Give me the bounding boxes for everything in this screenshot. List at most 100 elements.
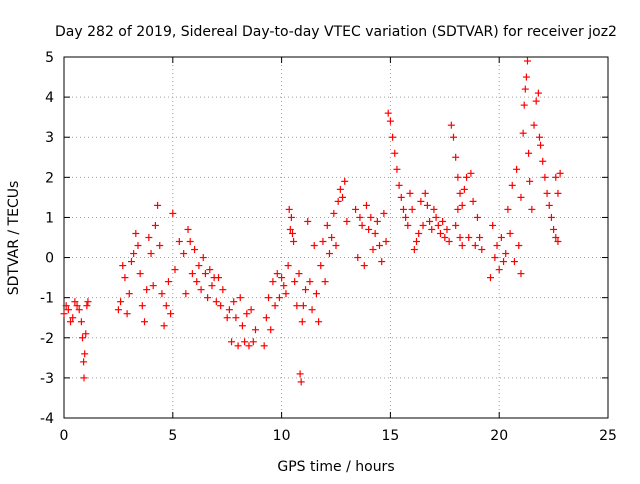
data-point-marker (358, 221, 366, 229)
data-point-marker (508, 181, 516, 189)
data-point-marker (526, 177, 534, 185)
data-point-marker (69, 314, 77, 322)
data-point-marker (356, 213, 364, 221)
data-point-marker (269, 278, 277, 286)
data-point-marker (265, 294, 273, 302)
data-point-marker (458, 242, 466, 250)
data-point-marker (127, 258, 135, 266)
data-point-marker (119, 262, 127, 270)
data-point-marker (399, 205, 407, 213)
data-point-marker (386, 117, 394, 125)
data-point-marker (75, 306, 83, 314)
data-point-marker (463, 173, 471, 181)
data-point-marker (369, 246, 377, 254)
data-point-marker (371, 229, 379, 237)
data-point-marker (506, 229, 514, 237)
data-point-marker (136, 270, 144, 278)
data-point-marker (312, 290, 320, 298)
data-point-marker (378, 258, 386, 266)
data-point-marker (428, 225, 436, 233)
data-point-marker (199, 254, 207, 262)
data-point-marker (282, 290, 290, 298)
data-point-marker (454, 205, 462, 213)
data-point-marker (284, 262, 292, 270)
data-point-marker (421, 189, 429, 197)
data-point-marker (280, 282, 288, 290)
data-point-marker (323, 221, 331, 229)
data-point-marker (315, 318, 323, 326)
y-tick-label: 5 (45, 50, 54, 66)
data-point-marker (141, 318, 149, 326)
data-point-marker (251, 326, 259, 334)
data-point-marker (376, 242, 384, 250)
data-point-marker (182, 290, 190, 298)
data-point-marker (450, 133, 458, 141)
data-point-marker (80, 374, 88, 382)
data-point-marker (291, 278, 299, 286)
y-tick-label: 0 (45, 251, 54, 267)
data-point-marker (298, 318, 306, 326)
data-point-marker (132, 229, 140, 237)
data-point-marker (389, 133, 397, 141)
data-point-marker (293, 302, 301, 310)
data-point-marker (406, 189, 414, 197)
data-point-marker (519, 129, 527, 137)
data-point-marker (517, 193, 525, 201)
data-point-marker (247, 306, 255, 314)
data-point-marker (500, 258, 508, 266)
data-point-marker (285, 205, 293, 213)
data-point-marker (82, 330, 90, 338)
data-point-marker (360, 262, 368, 270)
data-point-marker (230, 298, 238, 306)
data-point-marker (525, 149, 533, 157)
data-point-marker (547, 213, 555, 221)
data-point-marker (143, 286, 151, 294)
data-point-marker (522, 73, 530, 81)
data-point-marker (391, 149, 399, 157)
x-tick-label: 5 (168, 428, 177, 444)
data-point-marker (64, 306, 72, 314)
data-point-marker (299, 302, 307, 310)
data-point-marker (208, 282, 216, 290)
data-point-marker (556, 169, 564, 177)
data-point-marker (260, 342, 268, 350)
data-point-marker (212, 298, 220, 306)
y-tick-label: -2 (40, 331, 54, 347)
data-point-marker (517, 270, 525, 278)
data-point-marker (334, 197, 342, 205)
data-point-marker (513, 165, 521, 173)
data-point-marker (158, 290, 166, 298)
data-point-marker (169, 209, 177, 217)
data-point-marker (404, 221, 412, 229)
data-point-marker (456, 189, 464, 197)
data-point-marker (223, 314, 231, 322)
data-point-marker (554, 189, 562, 197)
data-point-marker (77, 318, 85, 326)
data-point-marker (325, 250, 333, 258)
data-point-marker (243, 310, 251, 318)
data-point-marker (447, 121, 455, 129)
x-tick-label: 10 (273, 428, 291, 444)
data-point-marker (225, 306, 233, 314)
data-point-marker (80, 358, 88, 366)
data-point-marker (149, 282, 157, 290)
data-point-marker (530, 121, 538, 129)
data-point-marker (467, 169, 475, 177)
data-point-marker (486, 274, 494, 282)
data-point-marker (304, 217, 312, 225)
plot-border (63, 56, 609, 419)
data-point-marker (188, 270, 196, 278)
data-point-marker (306, 278, 314, 286)
data-point-marker (134, 242, 142, 250)
data-point-marker (241, 338, 249, 346)
data-point-marker (417, 197, 425, 205)
data-point-marker (436, 229, 444, 237)
data-point-marker (343, 217, 351, 225)
data-point-marker (191, 246, 199, 254)
x-tick-label: 15 (381, 428, 399, 444)
data-point-marker (465, 234, 473, 241)
data-point-marker (228, 338, 236, 346)
data-point-marker (267, 326, 275, 334)
